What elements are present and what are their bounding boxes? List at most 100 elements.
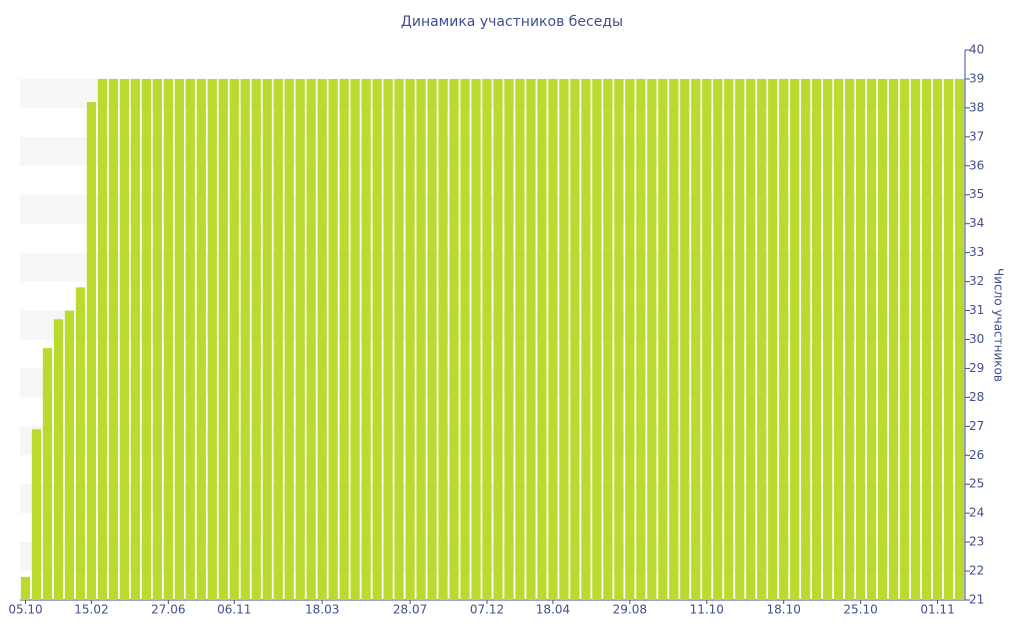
bar bbox=[954, 78, 965, 600]
bar bbox=[86, 102, 97, 601]
bar bbox=[460, 78, 470, 600]
bar bbox=[130, 78, 140, 600]
bar bbox=[691, 78, 701, 600]
bar bbox=[152, 78, 162, 600]
bar bbox=[504, 78, 514, 600]
bar bbox=[812, 78, 822, 600]
y-tick-label: 25 bbox=[969, 477, 984, 491]
bar bbox=[251, 78, 261, 600]
x-tick-label: 18.04 bbox=[536, 603, 570, 617]
bar bbox=[515, 78, 525, 600]
x-tick-label: 29.08 bbox=[613, 603, 647, 617]
bar bbox=[636, 78, 646, 600]
y-tick-label: 39 bbox=[969, 71, 984, 85]
bar bbox=[97, 78, 108, 600]
bar bbox=[680, 78, 690, 600]
y-axis-label: Число участников bbox=[992, 268, 1006, 382]
y-tick-label: 33 bbox=[969, 245, 984, 259]
bar bbox=[779, 78, 789, 600]
bar bbox=[713, 78, 723, 600]
bar bbox=[724, 78, 734, 600]
bar bbox=[647, 78, 657, 600]
bar bbox=[295, 78, 305, 600]
bar bbox=[823, 78, 833, 600]
bar bbox=[548, 78, 558, 600]
bar bbox=[943, 78, 954, 600]
x-tick-label: 06.11 bbox=[217, 603, 251, 617]
bar bbox=[757, 78, 767, 600]
bar bbox=[877, 78, 888, 600]
bar bbox=[801, 78, 811, 600]
bar bbox=[31, 429, 42, 600]
bar bbox=[394, 78, 404, 600]
x-tick-label: 15.02 bbox=[74, 603, 108, 617]
bar bbox=[482, 78, 492, 600]
y-tick-label: 31 bbox=[969, 303, 984, 317]
y-tick-label: 38 bbox=[969, 100, 984, 114]
y-tick-label: 26 bbox=[969, 448, 984, 462]
bar bbox=[932, 78, 943, 600]
bar bbox=[350, 78, 360, 600]
y-tick-label: 30 bbox=[969, 332, 984, 346]
bar bbox=[845, 78, 855, 600]
bar bbox=[899, 78, 910, 600]
y-tick-label: 32 bbox=[969, 274, 984, 288]
bar bbox=[669, 78, 679, 600]
bar bbox=[75, 287, 86, 600]
bar bbox=[559, 78, 569, 600]
bar bbox=[855, 78, 866, 600]
bar bbox=[866, 78, 877, 600]
bar bbox=[361, 78, 371, 600]
bar bbox=[449, 78, 459, 600]
x-tick-label: 18.03 bbox=[305, 603, 339, 617]
bar bbox=[108, 78, 119, 600]
bar bbox=[383, 78, 393, 600]
bar bbox=[658, 78, 668, 600]
bar bbox=[372, 78, 382, 600]
bar bbox=[746, 78, 756, 600]
bar bbox=[427, 78, 437, 600]
bar bbox=[735, 78, 745, 600]
bar bbox=[570, 78, 580, 600]
bar bbox=[921, 78, 932, 600]
y-tick-label: 35 bbox=[969, 187, 984, 201]
bar bbox=[141, 78, 151, 600]
x-tick-label: 28.07 bbox=[393, 603, 427, 617]
y-tick-label: 40 bbox=[969, 43, 984, 57]
x-tick-label: 05.10 bbox=[8, 603, 42, 617]
bar bbox=[339, 78, 349, 600]
bar bbox=[614, 78, 624, 600]
bar bbox=[526, 78, 536, 600]
y-tick-label: 27 bbox=[969, 419, 984, 433]
bar bbox=[64, 310, 75, 600]
bar bbox=[493, 78, 503, 600]
bar bbox=[603, 78, 613, 600]
bar bbox=[196, 78, 206, 600]
bar bbox=[471, 78, 481, 600]
bar bbox=[888, 78, 899, 600]
bar bbox=[790, 78, 800, 600]
y-tick-label: 34 bbox=[969, 216, 984, 230]
bar bbox=[119, 78, 130, 600]
bar bbox=[625, 78, 635, 600]
bar bbox=[834, 78, 844, 600]
y-tick-label: 28 bbox=[969, 390, 984, 404]
bar bbox=[592, 78, 602, 600]
y-tick-label: 24 bbox=[969, 506, 984, 520]
bar bbox=[317, 78, 327, 600]
bar bbox=[405, 78, 415, 600]
x-tick-label: 11.10 bbox=[690, 603, 724, 617]
bar bbox=[581, 78, 591, 600]
x-tick-label: 18.10 bbox=[767, 603, 801, 617]
bar bbox=[910, 78, 921, 600]
bar bbox=[53, 319, 64, 600]
y-tick-label: 23 bbox=[969, 535, 984, 549]
bar bbox=[438, 78, 448, 600]
bar bbox=[262, 78, 272, 600]
bar bbox=[42, 348, 53, 600]
bar bbox=[163, 78, 173, 600]
bar bbox=[207, 78, 217, 600]
bar bbox=[702, 78, 712, 600]
bar bbox=[768, 78, 778, 600]
